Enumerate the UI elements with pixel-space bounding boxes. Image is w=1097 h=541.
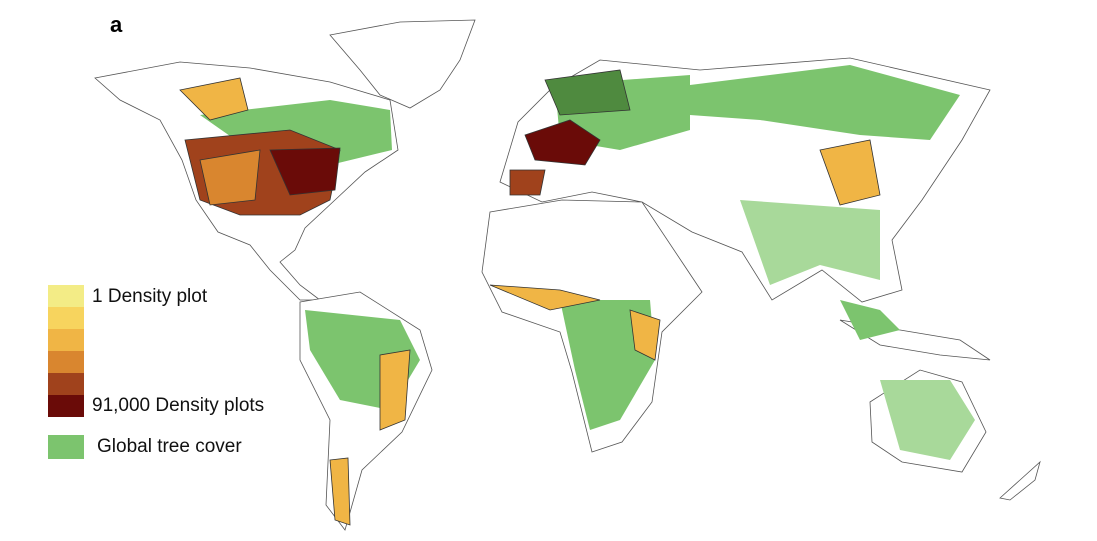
density-swatch <box>48 373 84 395</box>
density-plots <box>179 69 881 526</box>
legend-min-label: 1 Density plot <box>92 286 208 307</box>
density-swatch <box>48 351 84 373</box>
density-swatch <box>48 329 84 351</box>
legend-max-label: 91,000 Density plots <box>92 395 264 416</box>
density-swatch <box>48 285 84 307</box>
legend-tree-cover-label: Global tree cover <box>97 436 242 457</box>
legend: 1 Density plot 91,000 Density plots Glob… <box>48 285 264 459</box>
density-swatch <box>48 395 84 417</box>
tree-cover-swatch <box>48 435 84 459</box>
panel-label: a <box>110 12 123 37</box>
density-swatch <box>48 307 84 329</box>
